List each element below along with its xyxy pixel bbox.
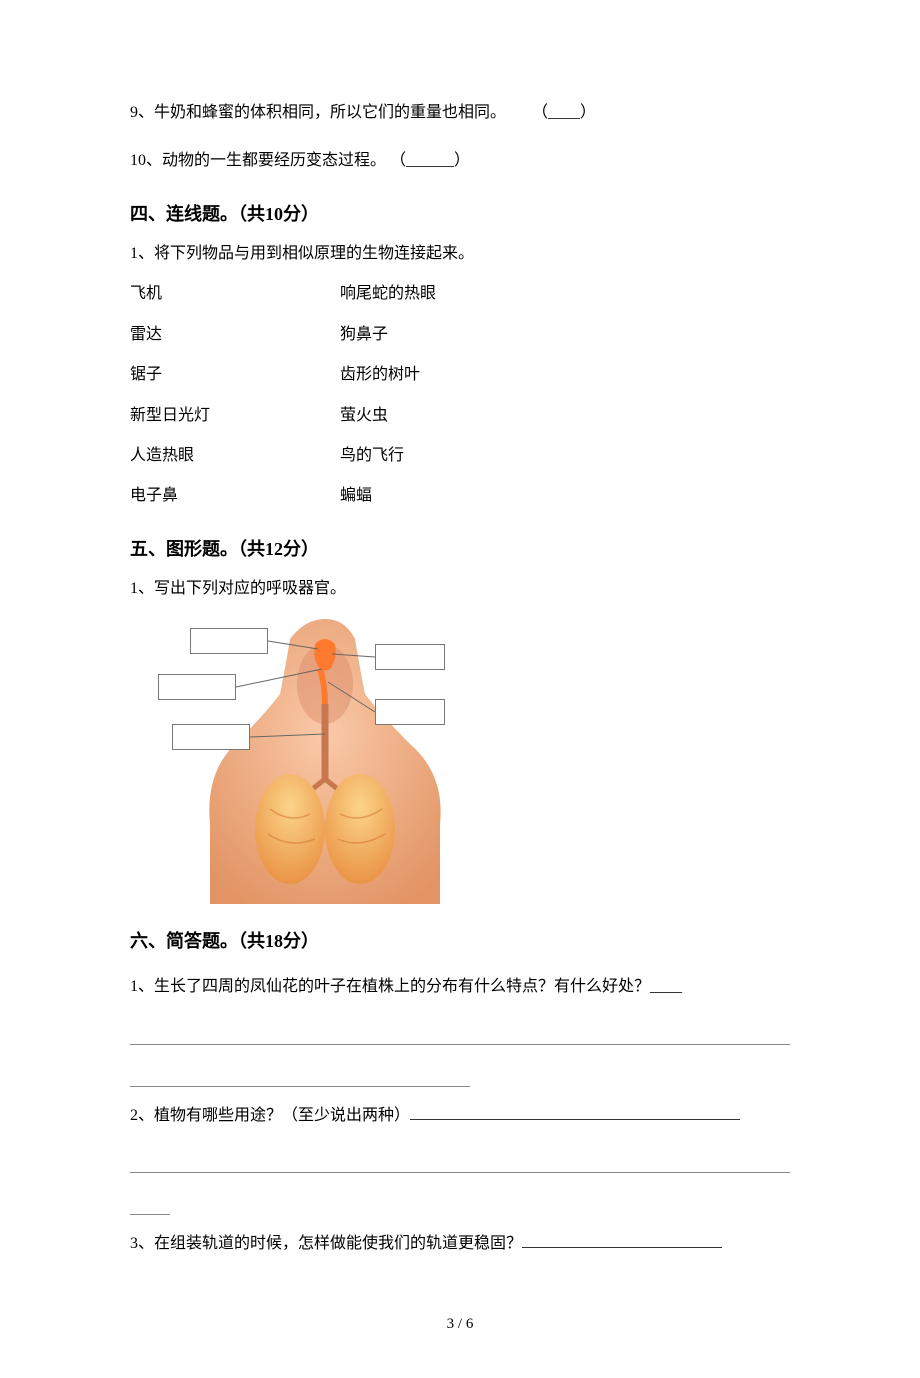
- label-box-3[interactable]: [172, 724, 250, 750]
- matching-row: 飞机 响尾蛇的热眼: [130, 279, 790, 309]
- matching-left: 电子鼻: [130, 481, 340, 511]
- matching-right: 响尾蛇的热眼: [340, 279, 790, 309]
- anatomy-diagram: [150, 614, 460, 904]
- matching-left: 锯子: [130, 360, 340, 390]
- label-box-4[interactable]: [375, 644, 445, 670]
- answer-line[interactable]: [522, 1247, 722, 1248]
- section-6-q1: 1、生长了四周的凤仙花的叶子在植株上的分布有什么特点？有什么好处？____: [130, 972, 790, 1002]
- matching-row: 新型日光灯 萤火虫: [130, 401, 790, 431]
- lung-left: [255, 774, 325, 884]
- answer-line[interactable]: [130, 1145, 790, 1173]
- matching-left: 新型日光灯: [130, 401, 340, 431]
- q10-text: 10、动物的一生都要经历变态过程。: [130, 152, 386, 169]
- matching-right: 齿形的树叶: [340, 360, 790, 390]
- lung-right: [325, 774, 395, 884]
- matching-container: 飞机 响尾蛇的热眼 雷达 狗鼻子 锯子 齿形的树叶 新型日光灯 萤火虫 人造热眼…: [130, 279, 790, 511]
- q9-text: 9、牛奶和蜂蜜的体积相同，所以它们的重量也相同。: [130, 104, 506, 121]
- q2-prefix: 2、植物有哪些用途？（至少说出两种）: [130, 1107, 410, 1124]
- section-5-heading: 五、图形题。（共12分）: [130, 532, 790, 566]
- question-10: 10、动物的一生都要经历变态过程。 （______）: [130, 146, 790, 176]
- question-9: 9、牛奶和蜂蜜的体积相同，所以它们的重量也相同。 （____）: [130, 98, 790, 128]
- matching-row: 雷达 狗鼻子: [130, 320, 790, 350]
- label-box-1[interactable]: [190, 628, 268, 654]
- section-6-heading: 六、简答题。（共18分）: [130, 924, 790, 958]
- section-6-q3: 3、在组装轨道的时候，怎样做能使我们的轨道更稳固？: [130, 1229, 790, 1259]
- section-4-heading: 四、连线题。（共10分）: [130, 197, 790, 231]
- answer-line[interactable]: [410, 1119, 740, 1120]
- answer-line[interactable]: [130, 1059, 470, 1087]
- matching-left: 飞机: [130, 279, 340, 309]
- answer-line[interactable]: [130, 1017, 790, 1045]
- section-5-prompt: 1、写出下列对应的呼吸器官。: [130, 574, 790, 604]
- matching-row: 电子鼻 蝙蝠: [130, 481, 790, 511]
- page-number: 3 / 6: [130, 1310, 790, 1339]
- answer-line[interactable]: [130, 1187, 170, 1215]
- matching-left: 人造热眼: [130, 441, 340, 471]
- matching-right: 狗鼻子: [340, 320, 790, 350]
- label-box-2[interactable]: [158, 674, 236, 700]
- matching-right: 鸟的飞行: [340, 441, 790, 471]
- q9-blank[interactable]: （____）: [532, 104, 596, 121]
- section-6-q2: 2、植物有哪些用途？（至少说出两种）: [130, 1101, 790, 1131]
- q3-prefix: 3、在组装轨道的时候，怎样做能使我们的轨道更稳固？: [130, 1235, 522, 1252]
- section-4-prompt: 1、将下列物品与用到相似原理的生物连接起来。: [130, 239, 790, 269]
- matching-row: 锯子 齿形的树叶: [130, 360, 790, 390]
- matching-right: 蝙蝠: [340, 481, 790, 511]
- matching-row: 人造热眼 鸟的飞行: [130, 441, 790, 471]
- matching-right: 萤火虫: [340, 401, 790, 431]
- label-box-5[interactable]: [375, 699, 445, 725]
- matching-left: 雷达: [130, 320, 340, 350]
- q10-blank[interactable]: （______）: [390, 152, 470, 169]
